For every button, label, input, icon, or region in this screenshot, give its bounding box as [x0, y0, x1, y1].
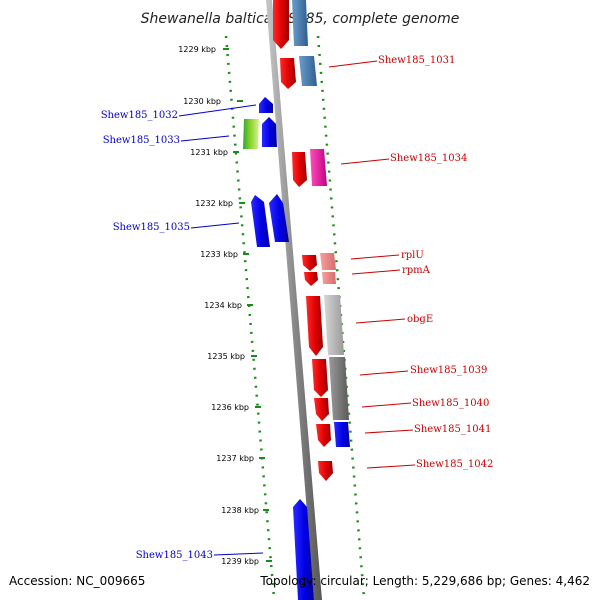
gene-arrow-shew185-1031[interactable]: [280, 58, 296, 89]
gene-label-shew185-1034[interactable]: Shew185_1034: [390, 153, 467, 164]
ortholog-block-pink[interactable]: [310, 149, 327, 186]
scale-tick-labels: 1229 kbp 1230 kbp 1231 kbp 1232 kbp 1233…: [178, 45, 259, 566]
gene-arrow-shew185-1040[interactable]: [314, 398, 329, 421]
ortholog-block-darkgray[interactable]: [329, 357, 349, 420]
gene-arrow-shew185-1043[interactable]: [293, 499, 314, 600]
tick-label: 1235 kbp: [207, 352, 245, 361]
reverse-track-guide: [316, 35, 366, 599]
gene-label-obge[interactable]: obgE: [407, 314, 433, 325]
gene-arrow-obge[interactable]: [306, 296, 323, 356]
gene-arrow-shew185-1033[interactable]: [262, 117, 277, 147]
ortholog-block-lightgray[interactable]: [324, 295, 344, 355]
tick-label: 1232 kbp: [195, 199, 233, 208]
gene-label-rpma[interactable]: rpmA: [402, 265, 431, 276]
gene-label-shew185-1042[interactable]: Shew185_1042: [416, 459, 493, 470]
gene-arrow-shew185-1042[interactable]: [318, 461, 333, 481]
tick-label: 1238 kbp: [221, 506, 259, 515]
genome-summary-text: Topology: circular; Length: 5,229,686 bp…: [259, 574, 590, 588]
gene-arrow-rplu[interactable]: [302, 255, 317, 271]
tick-label: 1233 kbp: [200, 250, 238, 259]
right-leader-lines: [328, 60, 416, 469]
axis-ticks: [223, 48, 272, 562]
gene-label-shew185-1043[interactable]: Shew185_1043: [136, 550, 213, 561]
gene-label-shew185-1035[interactable]: Shew185_1035: [113, 222, 190, 233]
genome-backbone: [266, 0, 322, 600]
tick-label: 1236 kbp: [211, 403, 249, 412]
tick-label: 1237 kbp: [216, 454, 254, 463]
tick-label: 1230 kbp: [183, 97, 221, 106]
gene-arrow-shew185-1041[interactable]: [316, 424, 331, 447]
gene-arrow-rpma[interactable]: [304, 272, 318, 286]
ortholog-block-steel[interactable]: [299, 56, 317, 86]
gene-arrow-red[interactable]: [273, 0, 289, 49]
gene-label-shew185-1033[interactable]: Shew185_1033: [103, 135, 180, 146]
gene-label-shew185-1032[interactable]: Shew185_1032: [101, 110, 178, 121]
gene-label-rplu[interactable]: rplU: [401, 250, 424, 261]
ortholog-block-steel[interactable]: [292, 0, 308, 46]
gene-label-shew185-1039[interactable]: Shew185_1039: [410, 365, 487, 376]
gene-label-shew185-1040[interactable]: Shew185_1040: [412, 398, 489, 409]
ortholog-block-blue[interactable]: [334, 422, 350, 447]
accession-text: Accession: NC_009665: [9, 574, 145, 588]
ortholog-block-salmon[interactable]: [322, 272, 336, 284]
gene-arrow-shew185-1034[interactable]: [292, 152, 307, 187]
gene-arrow-shew185-1035-part[interactable]: [269, 194, 289, 242]
tick-label: 1239 kbp: [221, 557, 259, 566]
ortholog-block-green[interactable]: [243, 119, 259, 149]
gene-arrow-shew185-1032[interactable]: [259, 97, 273, 113]
gene-arrow-shew185-1039[interactable]: [312, 359, 328, 397]
gene-label-shew185-1041[interactable]: Shew185_1041: [414, 424, 491, 435]
gene-label-shew185-1031[interactable]: Shew185_1031: [378, 55, 455, 66]
tick-label: 1234 kbp: [204, 301, 242, 310]
left-leader-lines: [178, 104, 264, 556]
ortholog-block-salmon[interactable]: [320, 253, 336, 270]
gene-arrow-shew185-1035[interactable]: [251, 195, 270, 247]
tick-label: 1231 kbp: [190, 148, 228, 157]
tick-label: 1229 kbp: [178, 45, 216, 54]
